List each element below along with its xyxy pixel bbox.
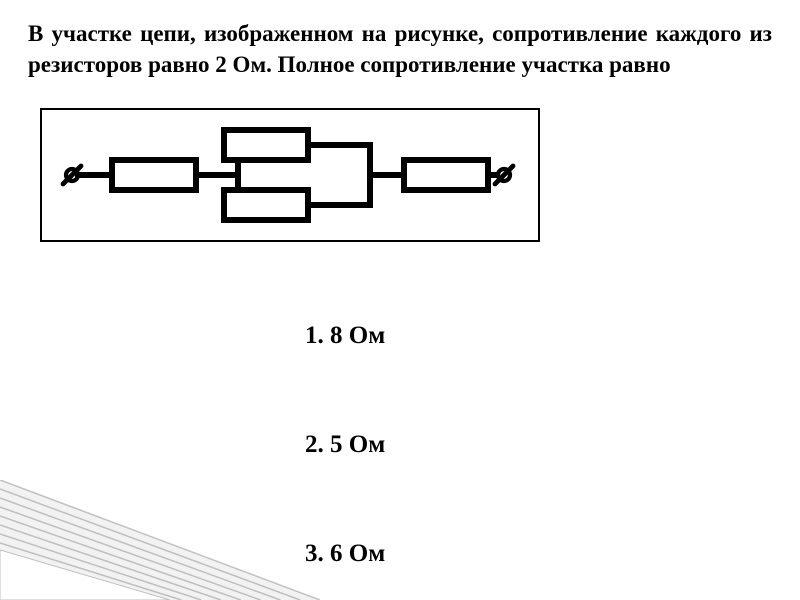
answer-1-val: 8 Ом	[330, 322, 385, 349]
answer-1: 1. 8 Ом	[280, 282, 800, 391]
answer-3-val: 6 Ом	[330, 540, 385, 567]
answer-1-num: 1.	[305, 322, 324, 349]
circuit-diagram	[58, 120, 518, 230]
answer-2-val: 5 Ом	[330, 431, 385, 458]
answer-2: 2. 5 Ом	[280, 391, 800, 500]
answer-3: 3. 6 Ом	[280, 500, 800, 600]
answer-2-num: 2.	[305, 431, 324, 458]
circuit-diagram-frame	[40, 108, 540, 242]
question-text: В участке цепи, изображенном на рисунке,…	[0, 0, 800, 90]
decorative-corner	[0, 480, 320, 600]
answer-list: 1. 8 Ом 2. 5 Ом 3. 6 Ом 4. 4 Ом	[280, 282, 800, 600]
